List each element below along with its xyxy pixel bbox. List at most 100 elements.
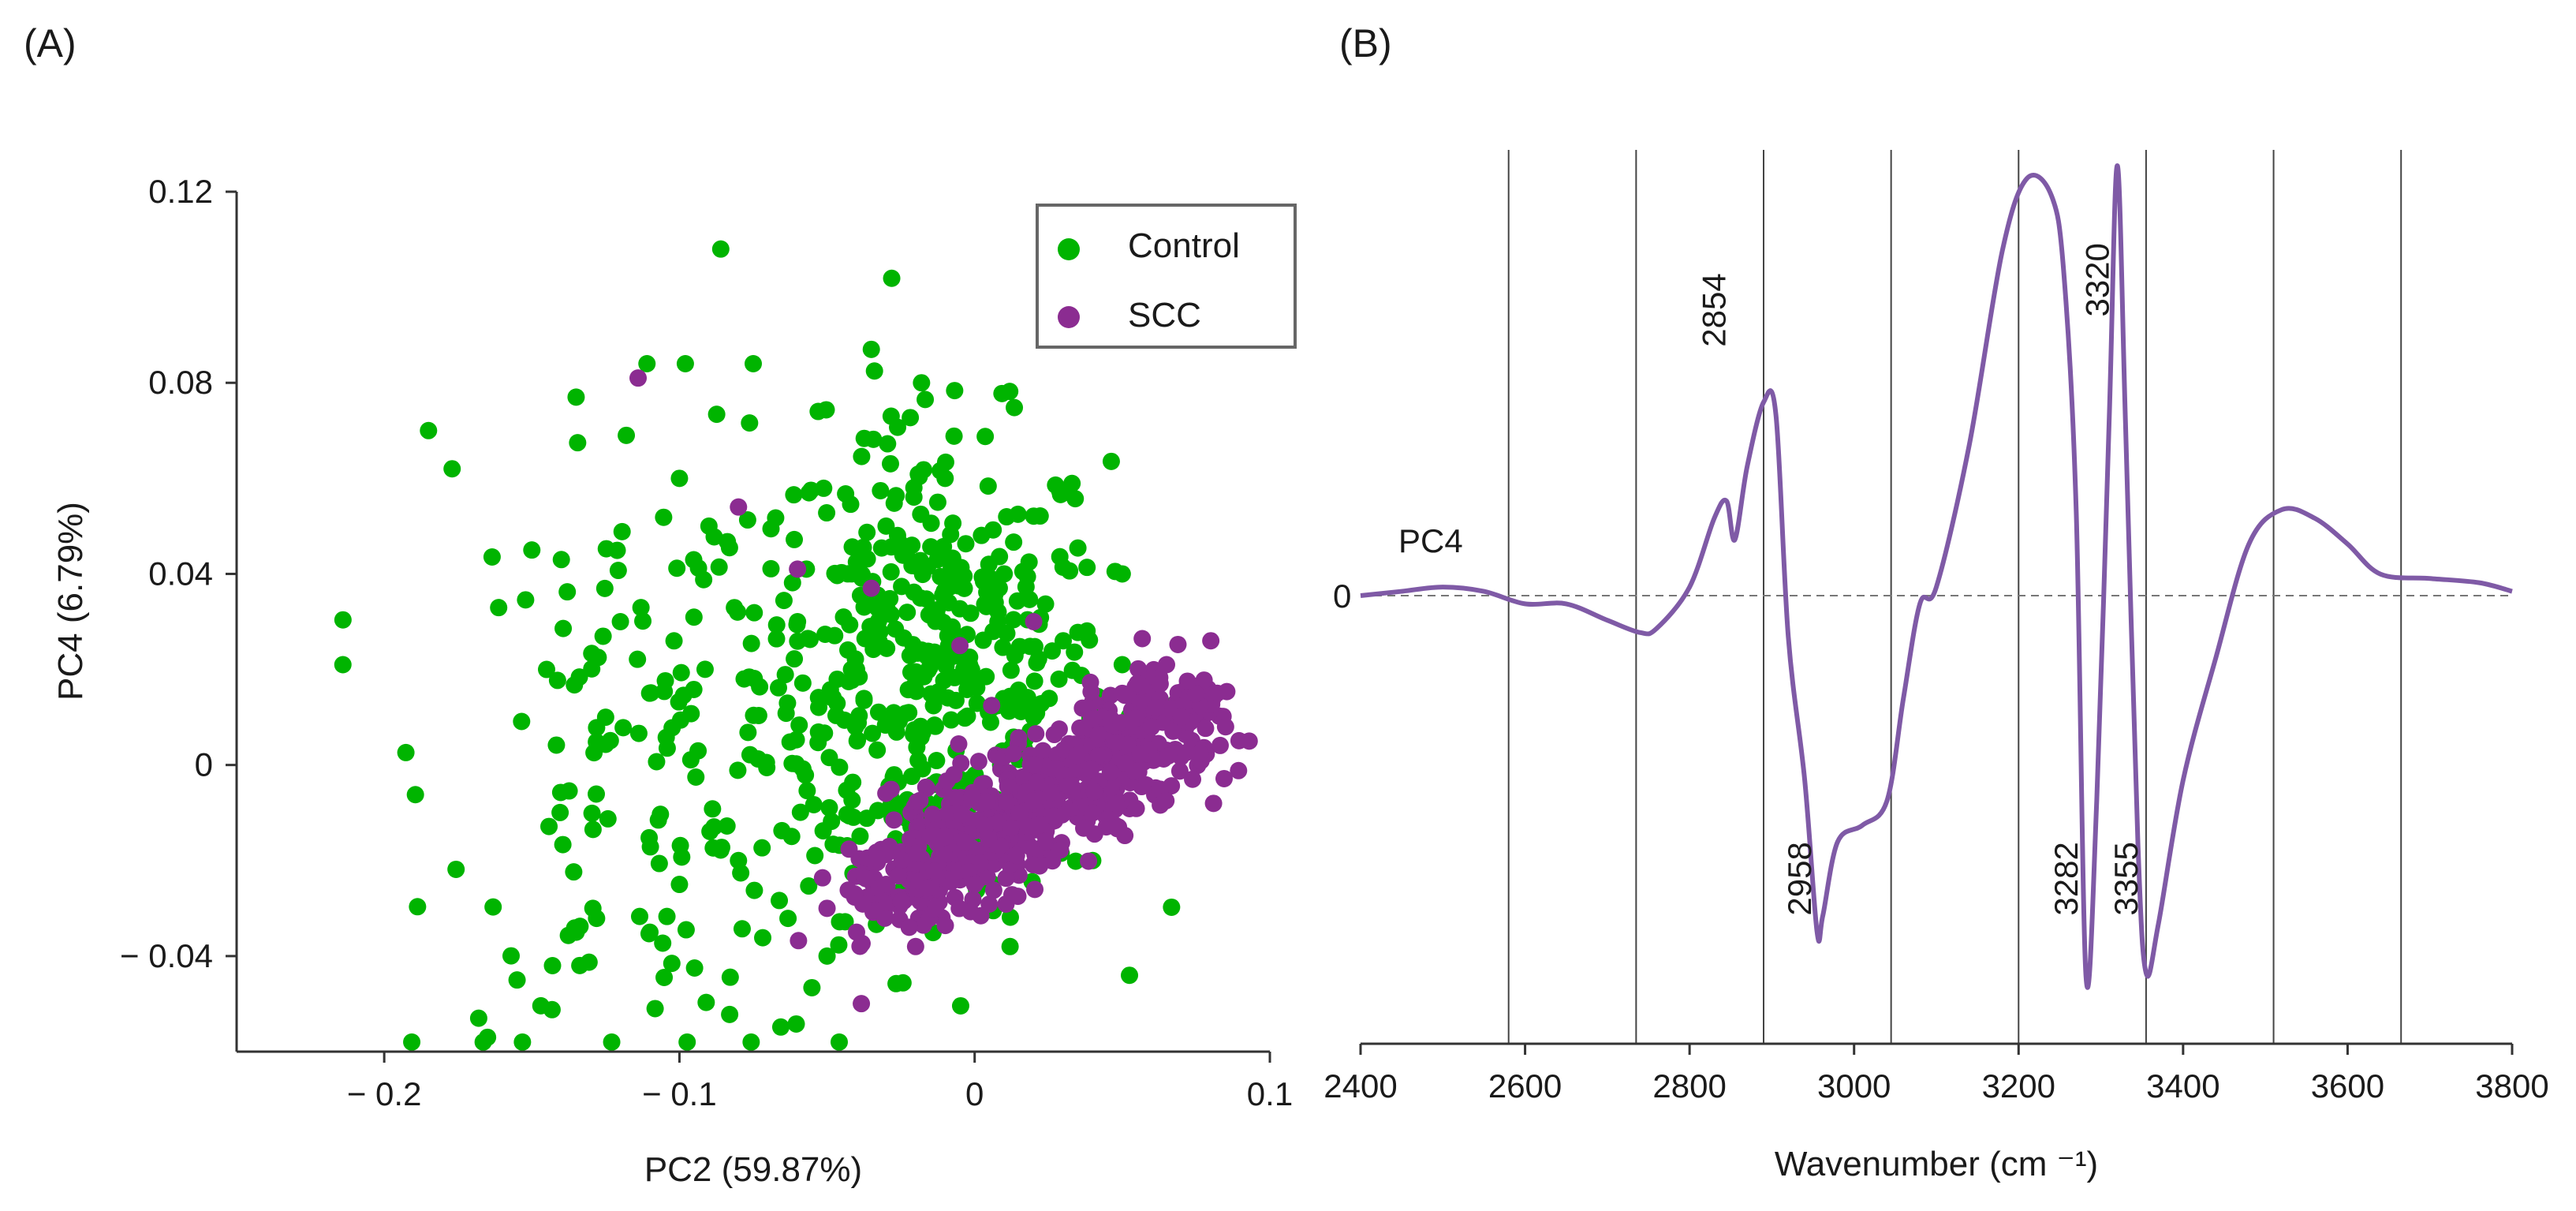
scc-point xyxy=(1204,794,1223,813)
control-point xyxy=(809,402,827,420)
y-tick-label: 0.04 xyxy=(148,555,213,592)
control-point xyxy=(334,656,352,674)
scc-point xyxy=(1108,820,1126,838)
control-point xyxy=(1047,476,1065,494)
control-point xyxy=(1063,661,1081,679)
scc-point xyxy=(1007,847,1025,865)
scc-point xyxy=(1018,817,1036,835)
b-x-tick-label: 3800 xyxy=(2475,1067,2548,1104)
control-point xyxy=(730,851,748,869)
scc-point xyxy=(1158,656,1175,674)
control-point xyxy=(877,517,895,535)
control-point xyxy=(1050,670,1068,688)
control-point xyxy=(1040,690,1058,708)
y-tick-label: − 0.04 xyxy=(120,937,213,974)
control-point xyxy=(851,827,869,845)
control-point xyxy=(942,525,960,544)
control-point xyxy=(483,548,501,566)
scc-point xyxy=(1211,736,1229,754)
control-point xyxy=(925,643,943,661)
control-point xyxy=(995,565,1014,583)
control-point xyxy=(913,760,931,778)
peak-annotation: 3355 xyxy=(2107,842,2145,915)
control-point xyxy=(632,599,650,617)
control-point xyxy=(658,907,676,925)
x-axis-label: PC2 (59.87%) xyxy=(644,1150,862,1189)
control-point xyxy=(517,591,535,609)
scc-point xyxy=(1113,684,1131,702)
zero-label: 0 xyxy=(1333,577,1351,615)
control-point xyxy=(828,566,846,585)
control-point xyxy=(986,585,1004,604)
scc-point xyxy=(939,805,957,823)
control-point xyxy=(1005,533,1023,551)
control-point xyxy=(776,666,794,684)
control-point xyxy=(806,847,824,865)
control-point xyxy=(1001,383,1019,401)
control-point xyxy=(820,798,838,817)
scc-point xyxy=(1157,791,1175,809)
control-point xyxy=(945,427,963,445)
scc-point xyxy=(885,811,903,829)
control-point xyxy=(805,795,823,813)
scc-point xyxy=(984,881,1002,899)
control-point xyxy=(887,974,905,992)
control-point xyxy=(868,600,887,618)
scc-point xyxy=(1172,708,1190,727)
control-point xyxy=(677,921,695,939)
control-point xyxy=(654,934,672,952)
control-point xyxy=(1014,563,1032,581)
scc-point xyxy=(1051,841,1070,859)
scc-point xyxy=(983,697,1001,715)
scc-point xyxy=(917,778,935,796)
control-point xyxy=(865,362,883,380)
control-point xyxy=(552,551,570,569)
scc-point xyxy=(936,917,954,935)
scc-point xyxy=(1045,726,1063,744)
control-point xyxy=(887,620,905,638)
control-point xyxy=(823,813,841,831)
x-ticks: − 0.2 − 0.1 0 0.1 xyxy=(347,1052,1293,1112)
scc-point xyxy=(946,789,965,807)
control-point xyxy=(583,660,601,678)
control-point xyxy=(682,705,700,723)
control-point xyxy=(650,854,668,873)
scc-point xyxy=(1147,698,1165,716)
scc-point xyxy=(907,844,925,862)
control-point xyxy=(786,530,804,548)
control-point xyxy=(767,616,786,634)
scc-point xyxy=(853,995,871,1013)
control-point xyxy=(917,590,935,608)
scc-point xyxy=(1159,747,1178,765)
control-point xyxy=(902,663,920,682)
scc-point xyxy=(1085,783,1103,801)
control-point xyxy=(1163,898,1181,916)
control-point xyxy=(588,785,606,803)
control-point xyxy=(871,622,889,641)
b-x-axis-label: Wavenumber (cm ⁻¹) xyxy=(1775,1145,2098,1183)
control-point xyxy=(847,553,865,571)
control-point xyxy=(779,910,797,928)
control-point xyxy=(540,817,558,835)
panel-a-scatter: (A) − 0.04 0 0.04 0.08 0.12 − 0.2 − 0.1 0 0.1 P… xyxy=(24,21,1297,1189)
control-point xyxy=(1025,672,1043,690)
control-point xyxy=(638,355,656,372)
legend-box xyxy=(1036,204,1297,349)
control-point xyxy=(1063,474,1081,492)
control-point xyxy=(447,860,465,878)
control-point xyxy=(802,481,820,499)
control-point xyxy=(700,517,718,535)
scc-point xyxy=(1170,762,1189,780)
control-point xyxy=(583,804,601,822)
control-point xyxy=(397,743,415,761)
control-point xyxy=(898,604,917,622)
scc-point xyxy=(1024,856,1042,874)
legend-marker-control xyxy=(1058,238,1080,260)
control-point xyxy=(958,707,976,725)
control-point xyxy=(984,521,1002,539)
control-point xyxy=(696,660,714,678)
control-point xyxy=(558,583,577,601)
scc-point xyxy=(868,850,887,868)
control-point xyxy=(913,374,931,392)
control-point xyxy=(925,716,943,734)
